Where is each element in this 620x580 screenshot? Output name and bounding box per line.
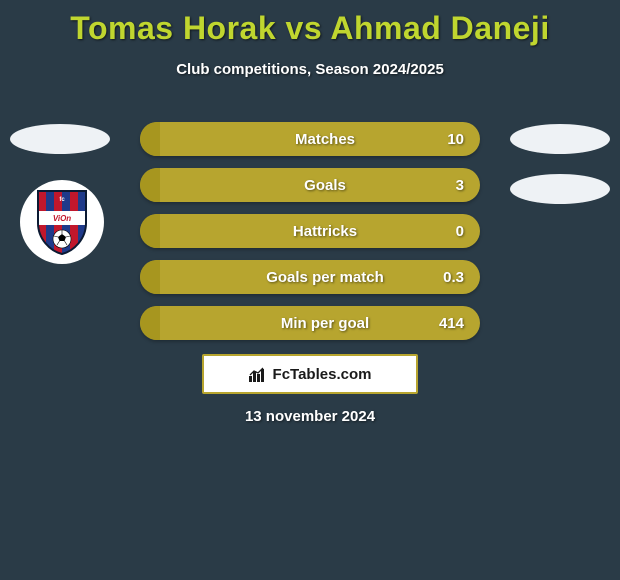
stat-bar-value: 0.3 [443, 260, 464, 294]
stat-bar-label: Matches [140, 122, 480, 156]
club-shield-icon: ViOn fc [34, 189, 90, 255]
player-right-placeholder-1 [510, 124, 610, 154]
footer-date: 13 november 2024 [0, 408, 620, 425]
stat-bar-value: 0 [456, 214, 464, 248]
stat-bar-value: 414 [439, 306, 464, 340]
club-badge: ViOn fc [20, 180, 104, 264]
stat-bar-value: 3 [456, 168, 464, 202]
player-right-placeholder-2 [510, 174, 610, 204]
stat-bar-label: Goals [140, 168, 480, 202]
stats-bar-group: Matches10 Goals3 Hattricks0 Goals per match… [140, 122, 480, 352]
brand-text: FcTables.com [273, 366, 372, 383]
stat-bar: Matches10 [140, 122, 480, 156]
stat-bar-label: Goals per match [140, 260, 480, 294]
svg-text:fc: fc [59, 197, 65, 203]
stat-bar-value: 10 [447, 122, 464, 156]
stat-bar-label: Hattricks [140, 214, 480, 248]
stat-bar: Goals3 [140, 168, 480, 202]
page-subtitle: Club competitions, Season 2024/2025 [0, 61, 620, 78]
stat-bar: Goals per match0.3 [140, 260, 480, 294]
bar-chart-icon [249, 366, 267, 382]
stat-bar: Hattricks0 [140, 214, 480, 248]
stat-bar: Min per goal414 [140, 306, 480, 340]
player-left-placeholder [10, 124, 110, 154]
page-title: Tomas Horak vs Ahmad Daneji [0, 0, 620, 47]
stat-bar-label: Min per goal [140, 306, 480, 340]
svg-text:ViOn: ViOn [53, 214, 71, 223]
brand-logo: FcTables.com [202, 354, 418, 394]
